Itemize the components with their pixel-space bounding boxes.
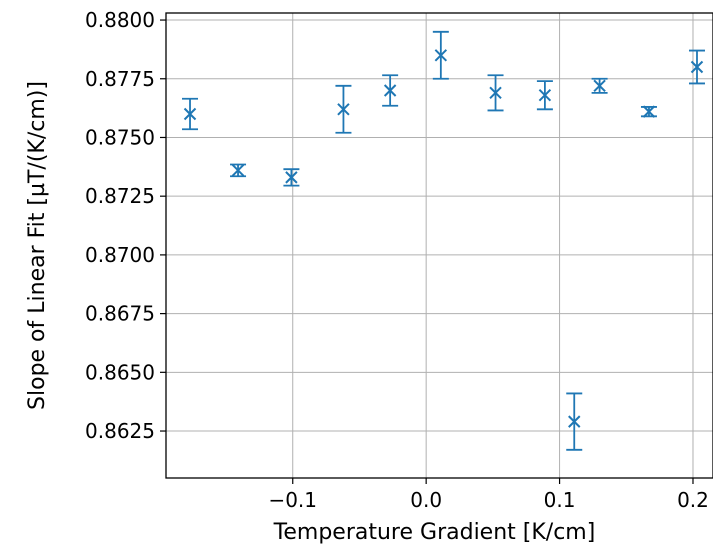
x-tick-label: 0.2 [677,488,709,512]
y-tick-label: 0.8725 [85,184,155,208]
x-tick-label: −0.1 [268,488,317,512]
data-point [566,392,583,451]
x-marker [538,88,552,102]
plot-area-frame [165,12,713,479]
x-marker [593,79,606,93]
y-tick-label: 0.8625 [85,419,155,443]
data-point [591,77,608,94]
x-marker [489,86,502,100]
data-point [382,74,399,107]
y-tick-label: 0.8750 [85,125,155,149]
data-point [182,97,199,131]
x-marker [690,60,704,74]
y-tick-label: 0.8700 [85,243,155,267]
x-marker [231,164,245,177]
x-marker [285,171,298,184]
y-axis-label: Slope of Linear Fit [µT/(K/cm)] [25,81,50,410]
data-point [640,105,657,118]
data-point [487,74,504,112]
data-point [688,49,705,85]
x-tick-label: 0.0 [410,488,442,512]
data-point [335,84,352,134]
data-point [230,163,247,178]
x-tick-label: 0.1 [544,488,576,512]
y-tick-label: 0.8775 [85,67,155,91]
x-marker [568,415,581,428]
x-marker [383,84,397,97]
x-marker [337,103,350,116]
y-tick-label: 0.8650 [85,360,155,384]
y-tick-label: 0.8800 [85,8,155,32]
axis-ticks: −0.1 0.0 0.1 0.2 0.8625 0.8650 0.8675 0.8700 0.8… [85,8,709,512]
data-point [283,168,300,187]
data-point [536,80,553,111]
y-tick-label: 0.8675 [85,302,155,326]
x-axis-label: Temperature Gradient [K/cm] [273,520,596,545]
x-marker [183,107,197,121]
data-series [182,30,705,451]
data-point [432,30,449,80]
x-marker [434,49,448,62]
x-marker [642,105,656,118]
